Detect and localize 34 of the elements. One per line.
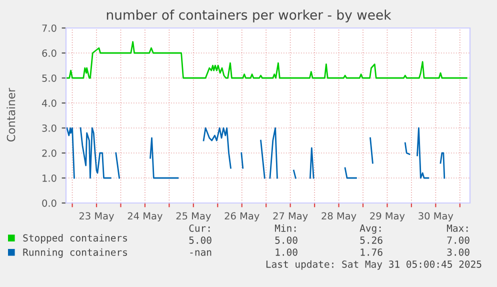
text: Cur: [189, 224, 210, 232]
y-tick-label: 5.0 [42, 74, 56, 82]
text: -nan [190, 250, 212, 256]
text: 5.00 [275, 236, 298, 244]
line-series [66, 41, 468, 79]
x-tick-label: 30 May [418, 212, 454, 222]
y-tick-label: 3.0 [42, 124, 56, 132]
x-tick-label: 28 May [322, 212, 356, 222]
x-tick-label: 25 May [176, 212, 211, 222]
x-tick-label: 23 May [79, 212, 114, 222]
y-tick-label: 7.0 [42, 24, 56, 32]
y-axis-title: Container [6, 88, 16, 142]
text: Avg: [360, 224, 381, 234]
y-tick-label: 1.0 [42, 174, 56, 182]
text: Max: [446, 224, 468, 232]
legend-label: Running containers [23, 248, 127, 258]
text: 1.00 [276, 248, 298, 256]
x-tick-label: 26 May [224, 212, 260, 222]
text: 7.00 [447, 236, 470, 244]
legend-label: Stopped containers [23, 234, 127, 244]
text: 5.26 [360, 236, 382, 244]
text: 1.76 [360, 248, 382, 256]
text: Min: [274, 224, 296, 232]
x-tick-label: 27 May [273, 212, 308, 222]
text: 5.00 [189, 236, 212, 244]
y-tick-label: 0.0 [42, 199, 56, 207]
text: 3.00 [447, 248, 470, 256]
x-tick-label: 24 May [128, 212, 162, 222]
text: Last update: Sat May 31 05:00:45 2025 [266, 260, 482, 270]
y-tick-label: 4.0 [42, 99, 56, 107]
y-tick-label: 2.0 [42, 149, 56, 157]
x-tick-label: 29 May [370, 212, 405, 222]
y-tick-label: 6.0 [42, 49, 56, 57]
chart-title: number of containers per worker - by week [106, 10, 392, 22]
